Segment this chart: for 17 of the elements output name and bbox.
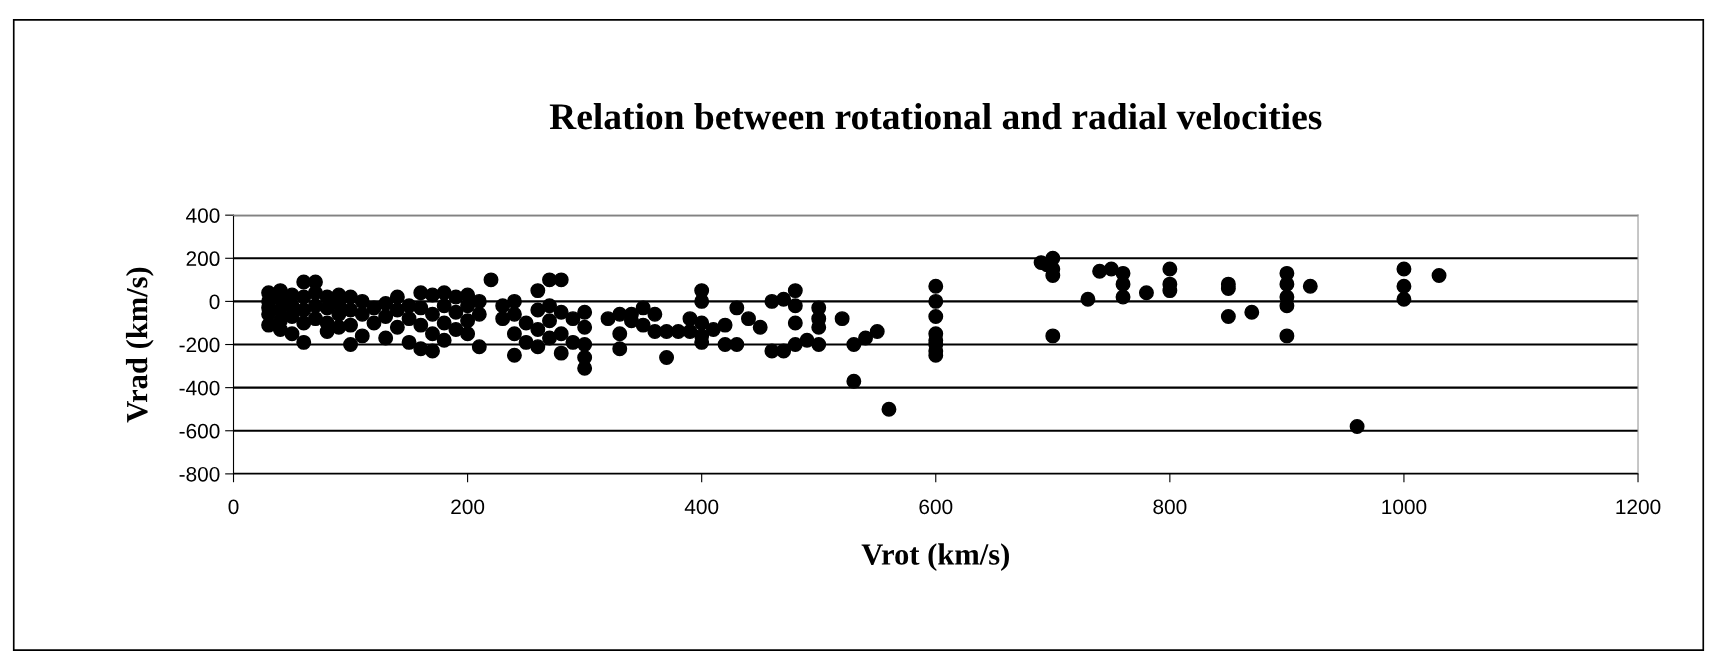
y-tick-label: -200 bbox=[179, 337, 220, 353]
x-axis-title: Vrot (km/s) bbox=[861, 543, 1009, 572]
x-tick-label: 600 bbox=[919, 499, 953, 515]
y-tick-label: -400 bbox=[179, 380, 220, 396]
chart-title: Relation between rotational and radial velocities bbox=[549, 103, 1322, 130]
x-tick-label: 1000 bbox=[1382, 499, 1427, 515]
y-tick-label: -600 bbox=[179, 423, 220, 439]
y-tick-label: 400 bbox=[186, 208, 220, 223]
x-tick-label: 200 bbox=[451, 499, 485, 515]
x-tick-label: 400 bbox=[684, 499, 719, 515]
x-tick-label: 1200 bbox=[1616, 499, 1661, 515]
x-tick-label: 800 bbox=[1153, 499, 1187, 515]
y-tick-label: -800 bbox=[179, 466, 220, 482]
y-tick-label: 200 bbox=[186, 251, 220, 267]
y-axis-title: Vrad (km/s) bbox=[125, 267, 154, 423]
y-tick-label: 0 bbox=[209, 294, 220, 310]
x-tick-label: 0 bbox=[228, 499, 239, 515]
